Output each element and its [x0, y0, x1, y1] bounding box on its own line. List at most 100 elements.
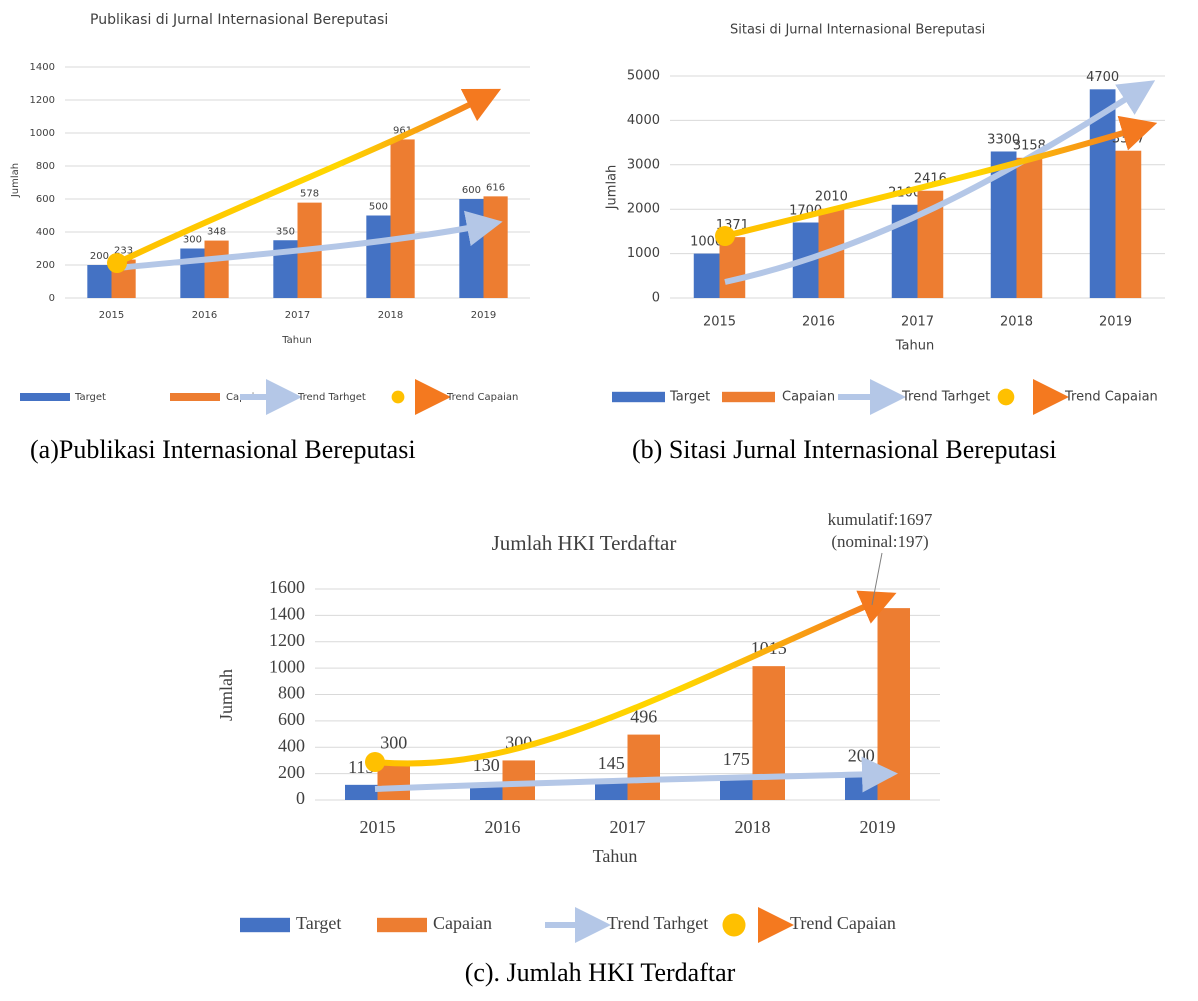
data-label: 1000	[690, 234, 723, 249]
legend-swatch	[722, 391, 775, 403]
legend-swatch	[240, 917, 290, 933]
bar	[1089, 89, 1116, 298]
legend-label: Capaian	[782, 390, 835, 405]
data-label: 496	[630, 707, 657, 727]
legend-label: Target	[74, 392, 106, 403]
y-tick-label: 800	[36, 161, 55, 172]
legend-label: Trend Tarhget	[607, 913, 708, 933]
legend-dot	[722, 913, 746, 937]
annotation: kumulatif:1697	[828, 510, 933, 529]
x-tick-label: 2016	[485, 817, 521, 837]
bar	[719, 237, 746, 298]
y-axis-label: Jumlah	[10, 163, 21, 198]
trend-arrow	[724, 80, 1156, 285]
data-label: 200	[848, 746, 875, 766]
x-tick-label: 2015	[360, 817, 396, 837]
y-tick-label: 1200	[30, 95, 55, 106]
trend-arrow	[115, 88, 502, 266]
trend-arrow	[116, 210, 503, 271]
bar	[180, 248, 205, 298]
y-tick-label: 4000	[627, 113, 660, 128]
y-axis-label: Jumlah	[216, 669, 236, 721]
bar	[595, 780, 628, 800]
y-tick-label: 600	[278, 709, 305, 729]
x-tick-label: 2019	[471, 310, 496, 321]
annotation: (nominal:197)	[831, 532, 928, 551]
bar	[204, 240, 229, 298]
x-tick-label: 2015	[703, 315, 736, 330]
chart-title: Publikasi di Jurnal Internasional Berepu…	[90, 12, 388, 28]
caption: (b) Sitasi Jurnal Internasional Bereputa…	[632, 435, 1057, 464]
legend-dot	[391, 390, 405, 404]
trend-start	[715, 226, 735, 246]
x-axis-label: Tahun	[895, 339, 934, 354]
y-tick-label: 400	[278, 735, 305, 755]
data-label: 350	[276, 226, 295, 237]
data-label: 961	[393, 125, 412, 136]
data-label: 616	[486, 182, 505, 193]
x-tick-label: 2017	[901, 315, 934, 330]
y-axis-label: Jumlah	[605, 165, 620, 211]
x-tick-label: 2018	[735, 817, 771, 837]
chart-title: Sitasi di Jurnal Internasional Bereputas…	[730, 23, 985, 38]
data-label: 578	[300, 189, 319, 200]
bar	[720, 776, 753, 800]
leader-line	[871, 552, 883, 606]
x-axis-label: Tahun	[593, 846, 638, 866]
x-tick-label: 2018	[378, 310, 403, 321]
legend-label: Trend Tarhget	[901, 390, 990, 405]
bar	[502, 760, 535, 800]
bar	[1115, 150, 1142, 298]
legend-swatch	[612, 391, 665, 403]
y-tick-label: 200	[36, 260, 55, 271]
trend-arrow	[374, 590, 897, 767]
data-label: 300	[380, 732, 407, 752]
bar	[345, 784, 378, 800]
y-tick-label: 3000	[627, 157, 660, 172]
y-tick-label: 400	[36, 227, 55, 238]
bar	[693, 253, 720, 298]
legend-label: Capaian	[433, 913, 492, 933]
y-tick-label: 0	[652, 291, 660, 306]
trend-arrow	[374, 756, 898, 793]
y-tick-label: 1600	[269, 577, 305, 597]
legend-label: Trend Capaian	[1064, 390, 1158, 405]
bar	[877, 608, 910, 800]
x-axis-label: Tahun	[281, 335, 312, 346]
x-tick-label: 2018	[1000, 315, 1033, 330]
y-tick-label: 5000	[627, 69, 660, 84]
data-label: 348	[207, 227, 226, 238]
legend-label: Trend Capaian	[790, 913, 896, 933]
data-label: 500	[369, 202, 388, 213]
data-label: 4700	[1086, 70, 1119, 85]
y-tick-label: 1400	[30, 62, 55, 73]
bar	[483, 196, 508, 298]
bar	[366, 215, 391, 298]
y-tick-label: 1000	[30, 128, 55, 139]
bar	[459, 199, 484, 298]
y-tick-label: 1400	[269, 604, 305, 624]
data-label: 3300	[987, 132, 1020, 147]
data-label: 300	[183, 235, 202, 246]
caption: (c). Jumlah HKI Terdaftar	[465, 958, 736, 987]
data-label: 2010	[815, 190, 848, 205]
legend-swatch	[170, 393, 220, 401]
y-tick-label: 1000	[627, 246, 660, 261]
caption: (a)Publikasi Internasional Bereputasi	[30, 435, 416, 464]
trend-arrow	[724, 115, 1158, 239]
x-tick-label: 2016	[192, 310, 217, 321]
bar	[627, 734, 660, 800]
data-label: 175	[723, 749, 750, 769]
x-tick-label: 2015	[99, 310, 124, 321]
legend-label: Target	[296, 913, 341, 933]
y-tick-label: 600	[36, 194, 55, 205]
bar	[390, 139, 415, 298]
legend-swatch	[20, 393, 70, 401]
legend-swatch	[377, 917, 427, 933]
legend-label: Target	[669, 390, 710, 405]
y-tick-label: 1200	[269, 630, 305, 650]
chart-title: Jumlah HKI Terdaftar	[492, 531, 677, 555]
y-tick-label: 200	[278, 762, 305, 782]
trend-start	[107, 253, 127, 273]
x-tick-label: 2019	[860, 817, 896, 837]
